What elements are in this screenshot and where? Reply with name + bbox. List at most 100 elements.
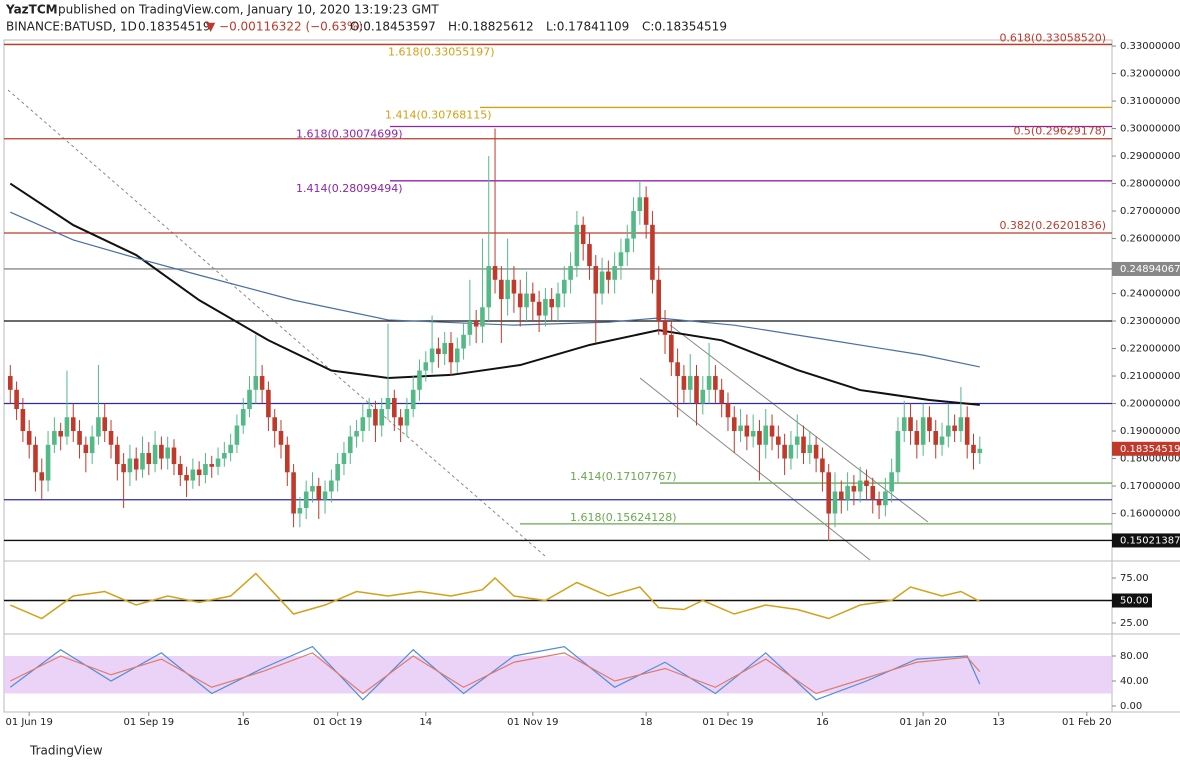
plot-frame [3,39,1113,713]
rsi-tag [1112,593,1152,608]
stoch-tick-label: 0.00 [1120,701,1142,712]
y-tick-label: 0.19000000 [1120,426,1180,437]
candle-body [788,444,794,459]
change: ▼ −0.00116322 (−0.63%) [206,20,363,34]
y-tick-label: 0.32000000 [1120,69,1180,80]
candle-body [543,299,548,316]
candle-body [121,464,126,473]
candle-body [385,398,391,410]
marks: 0.150000000.160000000.170000000.18000000… [4,31,1180,728]
candle-body [807,444,813,454]
candle-body [196,469,202,476]
candle-body [39,472,45,481]
y-tick-label: 0.26000000 [1120,234,1180,245]
candle-body [354,431,359,437]
price: 0.18354519 [138,20,211,34]
candle-body [83,444,89,454]
y-tick-label: 0.31000000 [1120,96,1180,107]
candle-body [593,266,599,294]
low: L:0.17841109 [546,20,629,34]
candle-body [675,362,680,377]
level-label: 0.5(0.29629178) [1013,125,1106,138]
candle-body [467,321,473,335]
trend-line [7,89,546,557]
y-tick-label: 0.27000000 [1120,206,1180,217]
x-tick-label: 01 Jun 19 [5,717,52,728]
candle-body [832,491,838,514]
last-price-label: 0.18354519 [1120,444,1180,455]
candle-body [33,444,38,473]
x-tick-label: 01 Dec 19 [702,717,753,728]
candle-body [297,508,303,514]
candle-body [247,389,252,410]
candle-body [7,376,13,390]
y-tick-label: 0.28000000 [1120,179,1180,190]
candle-body [580,224,586,245]
candle-body [272,417,278,432]
moving-average [10,211,980,368]
candle-body [473,321,479,327]
candle-body [52,431,57,445]
candle-body [838,491,844,500]
channel-line [639,377,871,561]
candle-body [266,389,271,418]
candle-body [971,444,976,454]
candle-body [662,321,668,335]
candle-body [536,301,542,316]
candle-body [618,252,624,267]
x-tick-label: 13 [992,717,1005,728]
candle-body [738,425,743,432]
candle-body [234,425,240,445]
rsi-tick-label: 25.00 [1120,618,1149,629]
candle-body [845,486,850,500]
candle-body [159,444,164,459]
candle-body [561,279,567,294]
candle-body [952,425,957,432]
last-price-tag [1112,441,1180,456]
candle-body [908,417,913,432]
candle-body [650,224,655,280]
candle-body [794,436,800,445]
candle-body [171,447,177,465]
candle-body [656,279,662,322]
candle-body [58,431,63,437]
candle-body [146,453,152,465]
candle-body [140,453,145,470]
candle-body [492,266,498,280]
candle-body [341,453,347,465]
candle-body [826,472,832,514]
level-label: 1.618(0.33055197) [388,46,495,59]
y-tick-label: 0.24000000 [1120,289,1180,300]
candle-body [360,417,366,432]
level-label: 0.618(0.33058520) [999,31,1106,44]
candle-body [442,343,447,355]
y-tick-label: 0.16000000 [1120,509,1180,520]
candle-body [64,417,70,437]
candle-body [870,486,876,500]
candle-body [958,417,964,432]
candle-body [599,271,605,294]
x-tick-label: 01 Sep 19 [123,717,174,728]
price-tag-label: 0.15021387 [1120,535,1180,546]
candle-body [284,444,290,473]
candle-body [429,348,435,363]
candle-body [946,425,951,437]
level-label: 1.414(0.30768115) [385,108,492,121]
candle-body [939,436,945,445]
y-tick-label: 0.29000000 [1120,151,1180,162]
x-tick-label: 16 [237,717,250,728]
candle-body [253,376,259,390]
candle-body [801,436,806,454]
candle-body [398,417,403,426]
y-tick-label: 0.21000000 [1120,371,1180,382]
candle-body [222,453,227,459]
candle-body [555,293,561,308]
rsi-line [9,572,981,620]
x-tick-label: 16 [816,717,829,728]
symbol: BINANCE:BATUSD, 1D [6,20,137,34]
x-tick-label: 01 Oct 19 [313,717,362,728]
candle-body [77,431,82,445]
candle-body [499,279,504,300]
candle-body [240,409,246,426]
candle-body [89,436,95,454]
